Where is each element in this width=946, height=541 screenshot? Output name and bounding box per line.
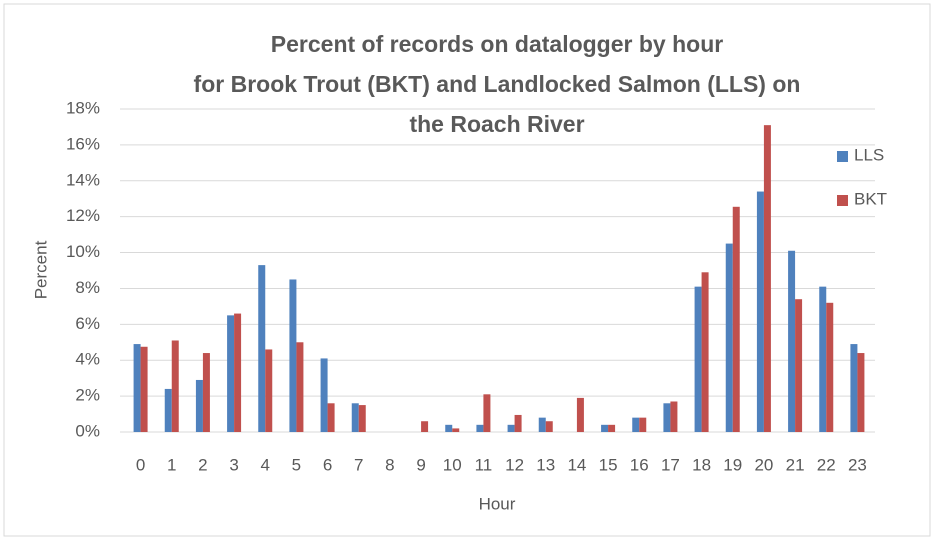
bar: [763, 125, 771, 433]
x-tick-label: 11: [475, 455, 493, 474]
x-tick-label: 22: [817, 455, 836, 474]
bar: [576, 397, 584, 432]
bar: [351, 403, 359, 432]
bar: [663, 403, 671, 432]
bar: [507, 424, 515, 432]
x-tick-label: 7: [354, 455, 363, 474]
bar: [476, 424, 484, 432]
y-tick-label: 6%: [75, 314, 100, 333]
bar: [670, 401, 678, 432]
bar: [514, 414, 522, 432]
x-tick-label: 4: [261, 455, 270, 474]
bar: [756, 191, 764, 432]
x-tick-label: 6: [323, 455, 332, 474]
bar: [202, 353, 210, 432]
x-tick-label: 14: [567, 455, 586, 474]
x-tick-label: 16: [630, 455, 649, 474]
chart-title: Percent of records on datalogger by hour: [271, 31, 723, 57]
bar: [538, 417, 546, 432]
bar: [826, 302, 834, 432]
legend-label: LLS: [854, 145, 884, 164]
x-tick-label: 9: [416, 455, 425, 474]
x-tick-label: 3: [229, 455, 238, 474]
chart-title: the Roach River: [409, 111, 584, 137]
bar: [265, 349, 273, 432]
y-tick-label: 2%: [75, 386, 100, 405]
x-tick-label: 13: [536, 455, 555, 474]
bar: [234, 313, 242, 432]
bar: [639, 417, 647, 432]
bar: [171, 340, 179, 432]
x-tick-label: 2: [198, 455, 207, 474]
x-tick-label: 17: [661, 455, 680, 474]
chart-border: [3, 3, 931, 537]
bar: [694, 286, 702, 432]
x-tick-label: 5: [292, 455, 301, 474]
x-axis-label: Hour: [479, 494, 516, 513]
bar: [857, 353, 865, 432]
bar: [289, 279, 297, 432]
bar: [133, 344, 141, 432]
bar: [327, 403, 335, 432]
x-tick-label: 23: [848, 455, 867, 474]
bar: [725, 243, 733, 432]
bar: [632, 417, 640, 432]
x-tick-label: 1: [167, 455, 176, 474]
bar: [258, 265, 266, 432]
x-tick-label: 19: [723, 455, 742, 474]
bar: [358, 405, 366, 432]
bar: [140, 346, 148, 432]
bar: [732, 206, 740, 432]
x-tick-label: 21: [786, 455, 805, 474]
chart-title: for Brook Trout (BKT) and Landlocked Sal…: [194, 71, 801, 97]
y-tick-label: 8%: [75, 278, 100, 297]
y-axis-label: Percent: [31, 240, 50, 299]
bar: [164, 388, 172, 432]
bar: [445, 424, 453, 432]
y-tick-label: 0%: [75, 421, 100, 440]
bar: [819, 286, 827, 432]
bar: [850, 344, 858, 432]
x-tick-label: 8: [385, 455, 394, 474]
bar: [296, 342, 304, 432]
x-tick-label: 20: [754, 455, 773, 474]
bar: [227, 315, 235, 432]
bar: [788, 250, 796, 432]
bar: [601, 424, 609, 432]
legend-swatch: [837, 151, 848, 162]
x-tick-label: 10: [443, 455, 462, 474]
bar: [320, 358, 328, 432]
bar: [608, 424, 616, 432]
bar: [421, 421, 429, 432]
bar: [545, 421, 553, 432]
y-tick-label: 16%: [66, 134, 100, 153]
x-tick-label: 18: [692, 455, 711, 474]
legend-label: BKT: [854, 189, 887, 208]
y-tick-label: 10%: [66, 242, 100, 261]
x-tick-label: 15: [599, 455, 618, 474]
bar: [795, 299, 803, 432]
bar: [701, 272, 709, 432]
bar: [195, 379, 203, 432]
y-tick-label: 14%: [66, 170, 100, 189]
y-tick-label: 18%: [66, 98, 100, 117]
bar: [452, 428, 460, 432]
y-tick-label: 12%: [66, 206, 100, 225]
bar: [483, 394, 491, 432]
x-tick-label: 0: [136, 455, 145, 474]
legend-swatch: [837, 195, 848, 206]
x-tick-label: 12: [505, 455, 524, 474]
y-tick-label: 4%: [75, 350, 100, 369]
